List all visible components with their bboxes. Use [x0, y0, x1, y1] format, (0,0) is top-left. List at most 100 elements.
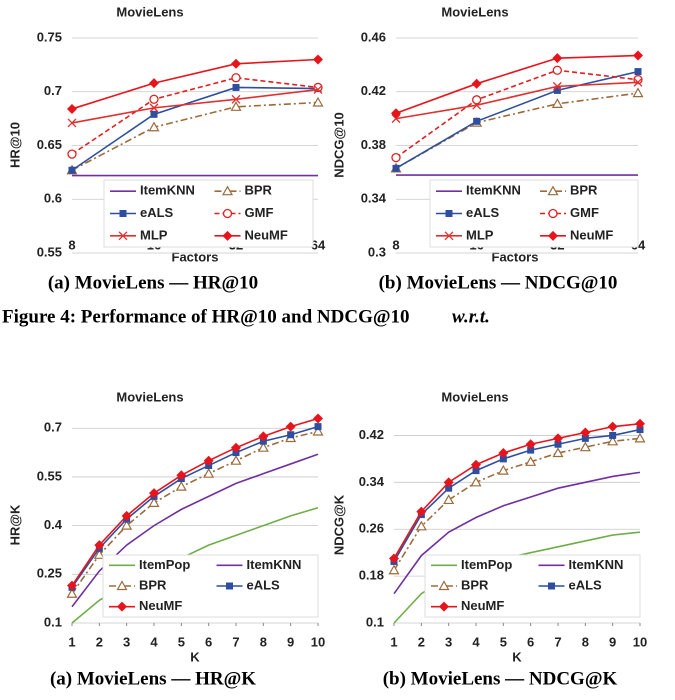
- marker: [388, 564, 400, 575]
- marker: [548, 230, 558, 241]
- marker: [472, 467, 480, 475]
- marker: [472, 100, 482, 110]
- marker: [633, 50, 643, 61]
- marker: [391, 108, 401, 119]
- x-tick-label: 6: [205, 634, 212, 649]
- legend-label: MLP: [466, 227, 494, 242]
- marker: [415, 520, 427, 531]
- marker: [314, 423, 322, 431]
- legend-label: BPR: [139, 577, 167, 592]
- figure-caption: Figure 4: Performance of HR@10 and NDCG@…: [2, 306, 410, 327]
- marker: [67, 149, 77, 159]
- legend-box: [102, 554, 319, 618]
- x-tick-label: 5: [178, 634, 185, 649]
- legend: ItemPop ItemKNN BPR eALS NeuMF: [102, 554, 319, 618]
- marker: [439, 601, 449, 612]
- y-tick-label: 0.4: [44, 517, 63, 532]
- marker: [551, 98, 563, 108]
- marker: [548, 208, 558, 219]
- series-line: [71, 76, 319, 155]
- series-line: [71, 88, 319, 124]
- series-line: [393, 471, 641, 595]
- marker: [66, 588, 78, 598]
- marker: [231, 58, 241, 69]
- marker: [221, 185, 234, 196]
- x-tick-label: 2: [96, 634, 103, 649]
- marker: [581, 434, 589, 442]
- legend-label: NeuMF: [245, 227, 288, 242]
- x-axis-label: K: [512, 649, 522, 664]
- series-line: [71, 58, 319, 110]
- marker: [93, 549, 105, 559]
- x-tick-label: 8: [582, 634, 589, 649]
- series-line: [71, 417, 319, 587]
- y-tick-label: 0.1: [366, 614, 384, 629]
- x-tick-label: 9: [287, 634, 294, 649]
- legend: ItemPop ItemKNN BPR eALS NeuMF: [424, 554, 641, 618]
- legend-label: ItemKNN: [569, 557, 624, 572]
- marker: [547, 185, 559, 196]
- marker: [287, 431, 295, 439]
- x-tick-label: 3: [445, 634, 452, 649]
- marker: [257, 441, 269, 452]
- marker: [548, 582, 555, 590]
- marker: [231, 94, 241, 104]
- marker: [632, 87, 644, 98]
- marker: [176, 470, 187, 481]
- legend-label: ItemKNN: [247, 557, 302, 572]
- y-tick-label: 0.75: [37, 29, 62, 44]
- y-tick-label: 0.3: [368, 244, 386, 259]
- marker: [67, 103, 77, 114]
- y-tick-label: 0.6: [44, 191, 62, 206]
- x-tick-label: 64: [311, 237, 326, 252]
- x-tick-label: 8: [260, 634, 267, 649]
- x-tick-label: 8: [68, 237, 75, 252]
- marker: [121, 510, 132, 521]
- marker: [313, 85, 323, 95]
- series-line: [395, 92, 639, 170]
- legend-label: GMF: [245, 205, 274, 220]
- marker: [443, 494, 455, 505]
- marker: [416, 506, 427, 517]
- marker: [149, 103, 159, 113]
- marker: [148, 497, 160, 507]
- marker: [203, 455, 214, 466]
- legend-label: MLP: [140, 227, 168, 242]
- marker: [633, 77, 643, 87]
- chart-title: MovieLens: [116, 389, 183, 404]
- marker: [471, 78, 482, 89]
- y-tick-label: 0.7: [44, 83, 62, 98]
- y-tick-label: 0.55: [37, 244, 62, 259]
- marker: [470, 476, 482, 487]
- marker: [313, 413, 323, 424]
- marker: [67, 118, 77, 128]
- x-tick-label: 10: [311, 634, 325, 649]
- marker: [525, 456, 537, 466]
- marker: [634, 432, 646, 443]
- x-tick-label: 7: [554, 634, 561, 649]
- legend-label: BPR: [245, 183, 273, 198]
- marker: [527, 446, 535, 454]
- y-tick-label: 0.65: [37, 137, 62, 152]
- marker: [552, 65, 562, 75]
- marker: [607, 421, 618, 432]
- marker: [498, 448, 509, 459]
- marker: [203, 467, 215, 478]
- series-line: [71, 430, 319, 595]
- marker: [150, 110, 158, 118]
- legend-label: eALS: [247, 577, 281, 592]
- marker: [312, 425, 324, 436]
- x-tick-label: 5: [500, 634, 507, 649]
- marker: [552, 81, 562, 91]
- marker: [230, 101, 242, 111]
- y-tick-label: 0.38: [361, 137, 386, 152]
- marker: [226, 582, 233, 590]
- x-tick-label: 10: [633, 634, 647, 649]
- series-line: [395, 81, 639, 120]
- series-line: [395, 70, 639, 170]
- x-tick-label: 4: [150, 634, 158, 649]
- legend-label: ItemKNN: [140, 183, 195, 198]
- y-tick-label: 0.46: [361, 29, 386, 44]
- marker: [230, 454, 242, 465]
